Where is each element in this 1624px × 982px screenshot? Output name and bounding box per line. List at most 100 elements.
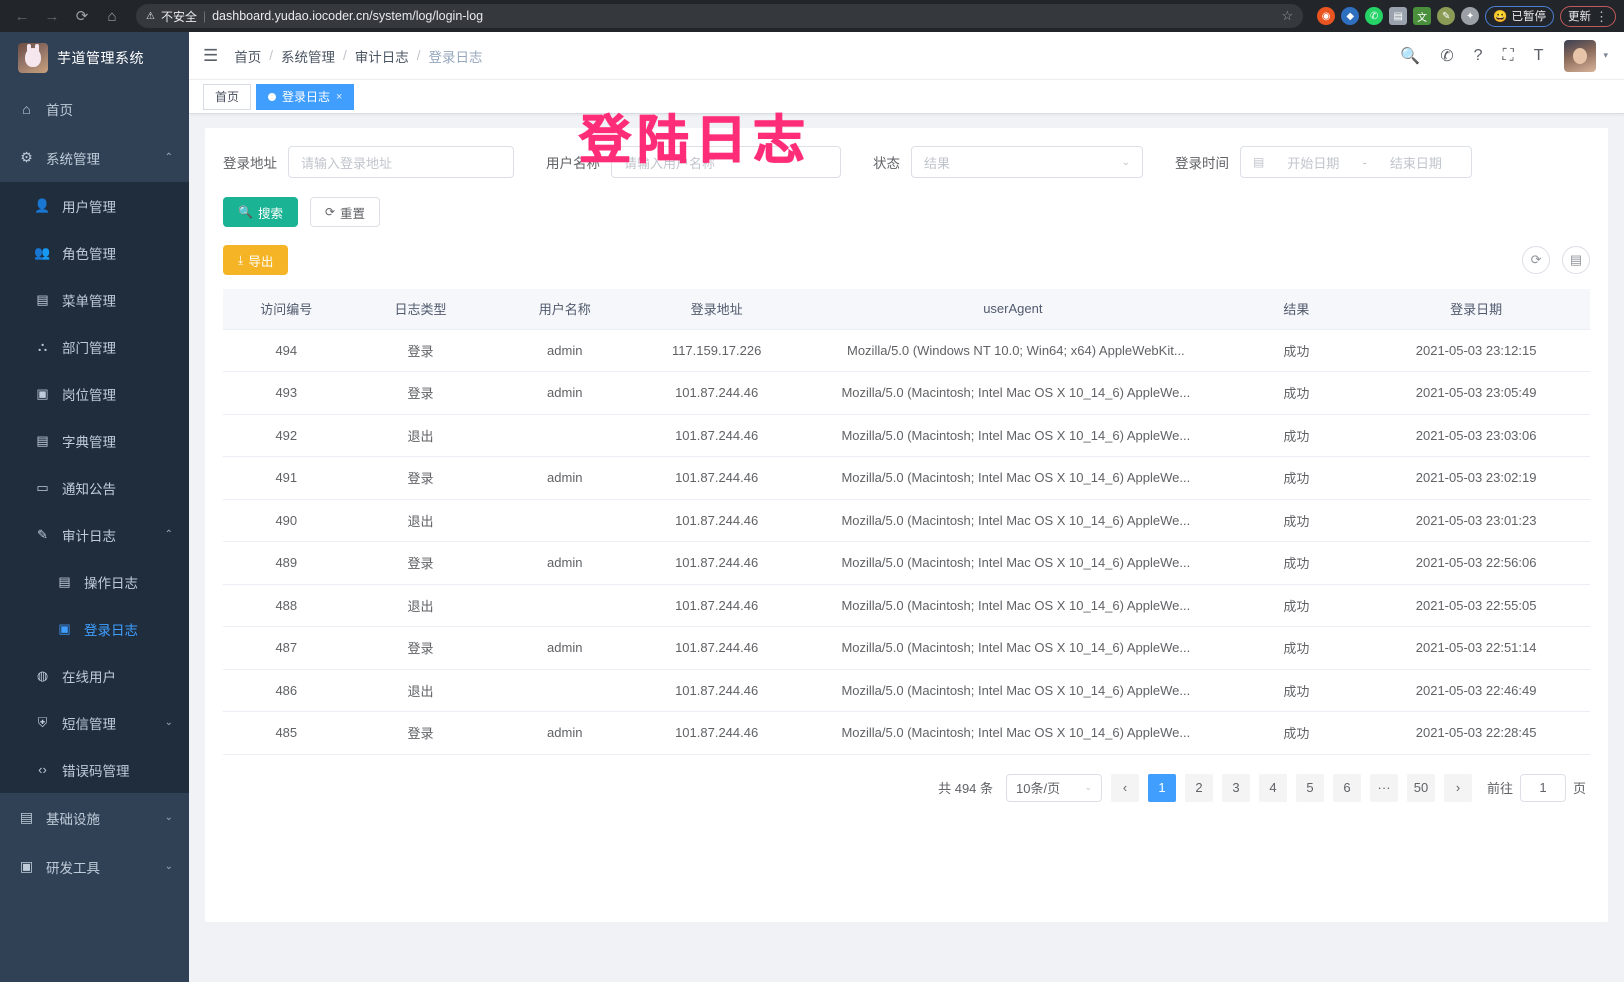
cell-id: 489 (223, 541, 350, 585)
sidebar-item-dev-tools[interactable]: ▣ 研发工具 ⌄ (0, 842, 189, 891)
search-button[interactable]: 🔍 搜索 (223, 197, 298, 227)
sidebar-item-online-user[interactable]: ◍ 在线用户 (0, 652, 189, 699)
hamburger-icon[interactable]: ☰ (203, 45, 219, 65)
kebab-menu-icon[interactable]: ⋮ (1595, 8, 1608, 24)
refresh-button[interactable]: ⟳ (1522, 246, 1551, 274)
sidebar-item-dict-management[interactable]: ▤ 字典管理 (0, 417, 189, 464)
chevron-down-icon: ⌄ (164, 717, 173, 728)
login-address-input[interactable]: 请输入登录地址 (288, 146, 514, 178)
diamond-extension-icon[interactable]: ◆ (1341, 7, 1360, 25)
page-ellipsis[interactable]: ··· (1370, 773, 1399, 802)
cell-useragent: Mozilla/5.0 (Macintosh; Intel Mac OS X 1… (795, 541, 1231, 585)
export-button[interactable]: ⤓ 导出 (223, 245, 289, 275)
paint-extension-icon[interactable]: ✎ (1437, 7, 1456, 25)
cell-result: 成功 (1230, 499, 1363, 542)
page-button-5[interactable]: 5 (1296, 773, 1325, 802)
fullscreen-icon[interactable]: ⛶ (1502, 46, 1514, 64)
table-row[interactable]: 486 退出 101.87.244.46 Mozilla/5.0 (Macint… (223, 669, 1591, 712)
cell-type: 退出 (349, 669, 492, 712)
tab-home[interactable]: 首页 (203, 83, 252, 110)
translate-extension-icon[interactable]: 文 (1413, 7, 1432, 25)
sidebar-item-error-code[interactable]: ‹› 错误码管理 (0, 746, 189, 793)
jump-page-input[interactable]: 1 (1520, 773, 1567, 802)
dictionary-extension-icon[interactable]: ▤ (1389, 7, 1408, 25)
home-icon[interactable]: ⌂ (107, 7, 117, 25)
sidebar-item-operation-log[interactable]: ▤ 操作日志 (0, 558, 189, 605)
bookmark-star-icon[interactable]: ☆ (1281, 8, 1294, 23)
chevron-down-icon[interactable]: ▾ (1603, 50, 1609, 60)
close-icon[interactable]: × (336, 90, 343, 103)
puzzle-extension-icon[interactable]: ✦ (1461, 7, 1480, 25)
avatar[interactable] (1563, 39, 1596, 72)
sidebar-item-post-management[interactable]: ▣ 岗位管理 (0, 370, 189, 417)
table-row[interactable]: 490 退出 101.87.244.46 Mozilla/5.0 (Macint… (223, 499, 1591, 542)
login-time-daterange[interactable]: ▤ 开始日期 - 结束日期 (1240, 146, 1472, 178)
page-button-6[interactable]: 6 (1333, 773, 1362, 802)
whatsapp-extension-icon[interactable]: ✆ (1365, 7, 1384, 25)
search-icon[interactable]: 🔍 (1400, 47, 1421, 65)
page-size-select[interactable]: 10条/页 ⌄ (1006, 773, 1103, 802)
column-settings-button[interactable]: ▤ (1562, 246, 1591, 274)
page-content: 登录地址 请输入登录地址 用户名称 请输入用户名称 状态 结果 ⌄ (189, 114, 1624, 982)
table-row[interactable]: 488 退出 101.87.244.46 Mozilla/5.0 (Macint… (223, 584, 1591, 627)
github-icon[interactable]: ✆ (1440, 47, 1454, 65)
cell-result: 成功 (1230, 626, 1363, 670)
emoji-icon: 😀 (1493, 11, 1508, 23)
reset-button[interactable]: ⟳ 重置 (309, 197, 381, 227)
column-header-id: 访问编号 (223, 289, 350, 330)
forward-icon[interactable]: → (44, 7, 60, 25)
prev-page-button[interactable]: ‹ (1111, 773, 1140, 802)
sidebar-item-infra[interactable]: ▤ 基础设施 ⌄ (0, 793, 189, 842)
breadcrumb-item-audit-log[interactable]: 审计日志 (354, 49, 409, 65)
update-pill[interactable]: 更新 ⋮ (1560, 5, 1616, 27)
font-size-icon[interactable]: T (1533, 46, 1544, 64)
cell-type: 退出 (349, 414, 492, 457)
username-input[interactable]: 请输入用户名称 (611, 146, 841, 178)
sidebar-item-menu-management[interactable]: ▤ 菜单管理 (0, 276, 189, 323)
table-row[interactable]: 492 退出 101.87.244.46 Mozilla/5.0 (Macint… (223, 414, 1591, 457)
sidebar-item-user-management[interactable]: 👤 用户管理 (0, 182, 189, 229)
sidebar-item-audit-log[interactable]: ✎ 审计日志 ⌃ (0, 511, 189, 558)
breadcrumb-item-system[interactable]: 系统管理 (281, 49, 336, 65)
sidebar-submenu-system: 👤 用户管理 👥 角色管理 ▤ 菜单管理 ⛬ 部门管理 ▣ 岗位管理 ▤ 字典管 (0, 182, 189, 793)
sidebar-item-login-log[interactable]: ▣ 登录日志 (0, 605, 189, 652)
table-row[interactable]: 485 登录 admin 101.87.244.46 Mozilla/5.0 (… (223, 711, 1591, 755)
table-row[interactable]: 494 登录 admin 117.159.17.226 Mozilla/5.0 … (223, 329, 1591, 372)
table-row[interactable]: 491 登录 admin 101.87.244.46 Mozilla/5.0 (… (223, 456, 1591, 500)
tree-icon: ⛬ (37, 338, 48, 354)
tab-login-log[interactable]: 登录日志 × (256, 83, 355, 110)
sidebar-logo[interactable]: 芋道管理系统 (0, 32, 189, 84)
sidebar-item-home[interactable]: ⌂ 首页 (0, 84, 189, 133)
page-button-4[interactable]: 4 (1259, 773, 1288, 802)
page-button-2[interactable]: 2 (1185, 773, 1214, 802)
breadcrumb-item-home[interactable]: 首页 (234, 49, 262, 65)
pagination: 共 494 条 10条/页 ⌄ ‹ 1 2 3 4 5 6 ··· 50 › (223, 755, 1590, 802)
end-date-input[interactable]: 结束日期 (1389, 155, 1442, 171)
address-bar[interactable]: ⚠ 不安全 | dashboard.yudao.iocoder.cn/syste… (136, 4, 1304, 28)
reload-icon[interactable]: ⟳ (75, 8, 89, 25)
cell-ip: 101.87.244.46 (638, 371, 796, 415)
start-date-input[interactable]: 开始日期 (1287, 155, 1340, 171)
paused-pill[interactable]: 😀 已暂停 (1485, 5, 1554, 27)
sidebar-item-role-management[interactable]: 👥 角色管理 (0, 229, 189, 276)
table-row[interactable]: 487 登录 admin 101.87.244.46 Mozilla/5.0 (… (223, 626, 1591, 670)
page-button-1[interactable]: 1 (1148, 773, 1177, 802)
reset-button-label: 重置 (340, 206, 366, 221)
page-button-3[interactable]: 3 (1222, 773, 1251, 802)
ubuntu-extension-icon[interactable]: ◉ (1317, 7, 1336, 25)
help-icon[interactable]: ? (1473, 46, 1483, 64)
sidebar-item-sms-management[interactable]: ⛨ 短信管理 ⌄ (0, 699, 189, 746)
sidebar-item-system[interactable]: ⚙ 系统管理 ⌃ (0, 133, 189, 182)
table-tools: ⟳ ▤ (1522, 246, 1591, 274)
cell-result: 成功 (1230, 711, 1363, 755)
sidebar-item-dept-management[interactable]: ⛬ 部门管理 (0, 323, 189, 370)
sidebar-item-notice[interactable]: ▭ 通知公告 (0, 464, 189, 511)
table-row[interactable]: 489 登录 admin 101.87.244.46 Mozilla/5.0 (… (223, 541, 1591, 585)
page-button-50[interactable]: 50 (1407, 773, 1436, 802)
status-select[interactable]: 结果 ⌄ (911, 146, 1143, 178)
back-icon[interactable]: ← (14, 7, 30, 25)
active-dot-icon (268, 92, 277, 101)
next-page-button[interactable]: › (1444, 773, 1473, 802)
table-row[interactable]: 493 登录 admin 101.87.244.46 Mozilla/5.0 (… (223, 371, 1591, 415)
cell-id: 492 (223, 414, 350, 457)
